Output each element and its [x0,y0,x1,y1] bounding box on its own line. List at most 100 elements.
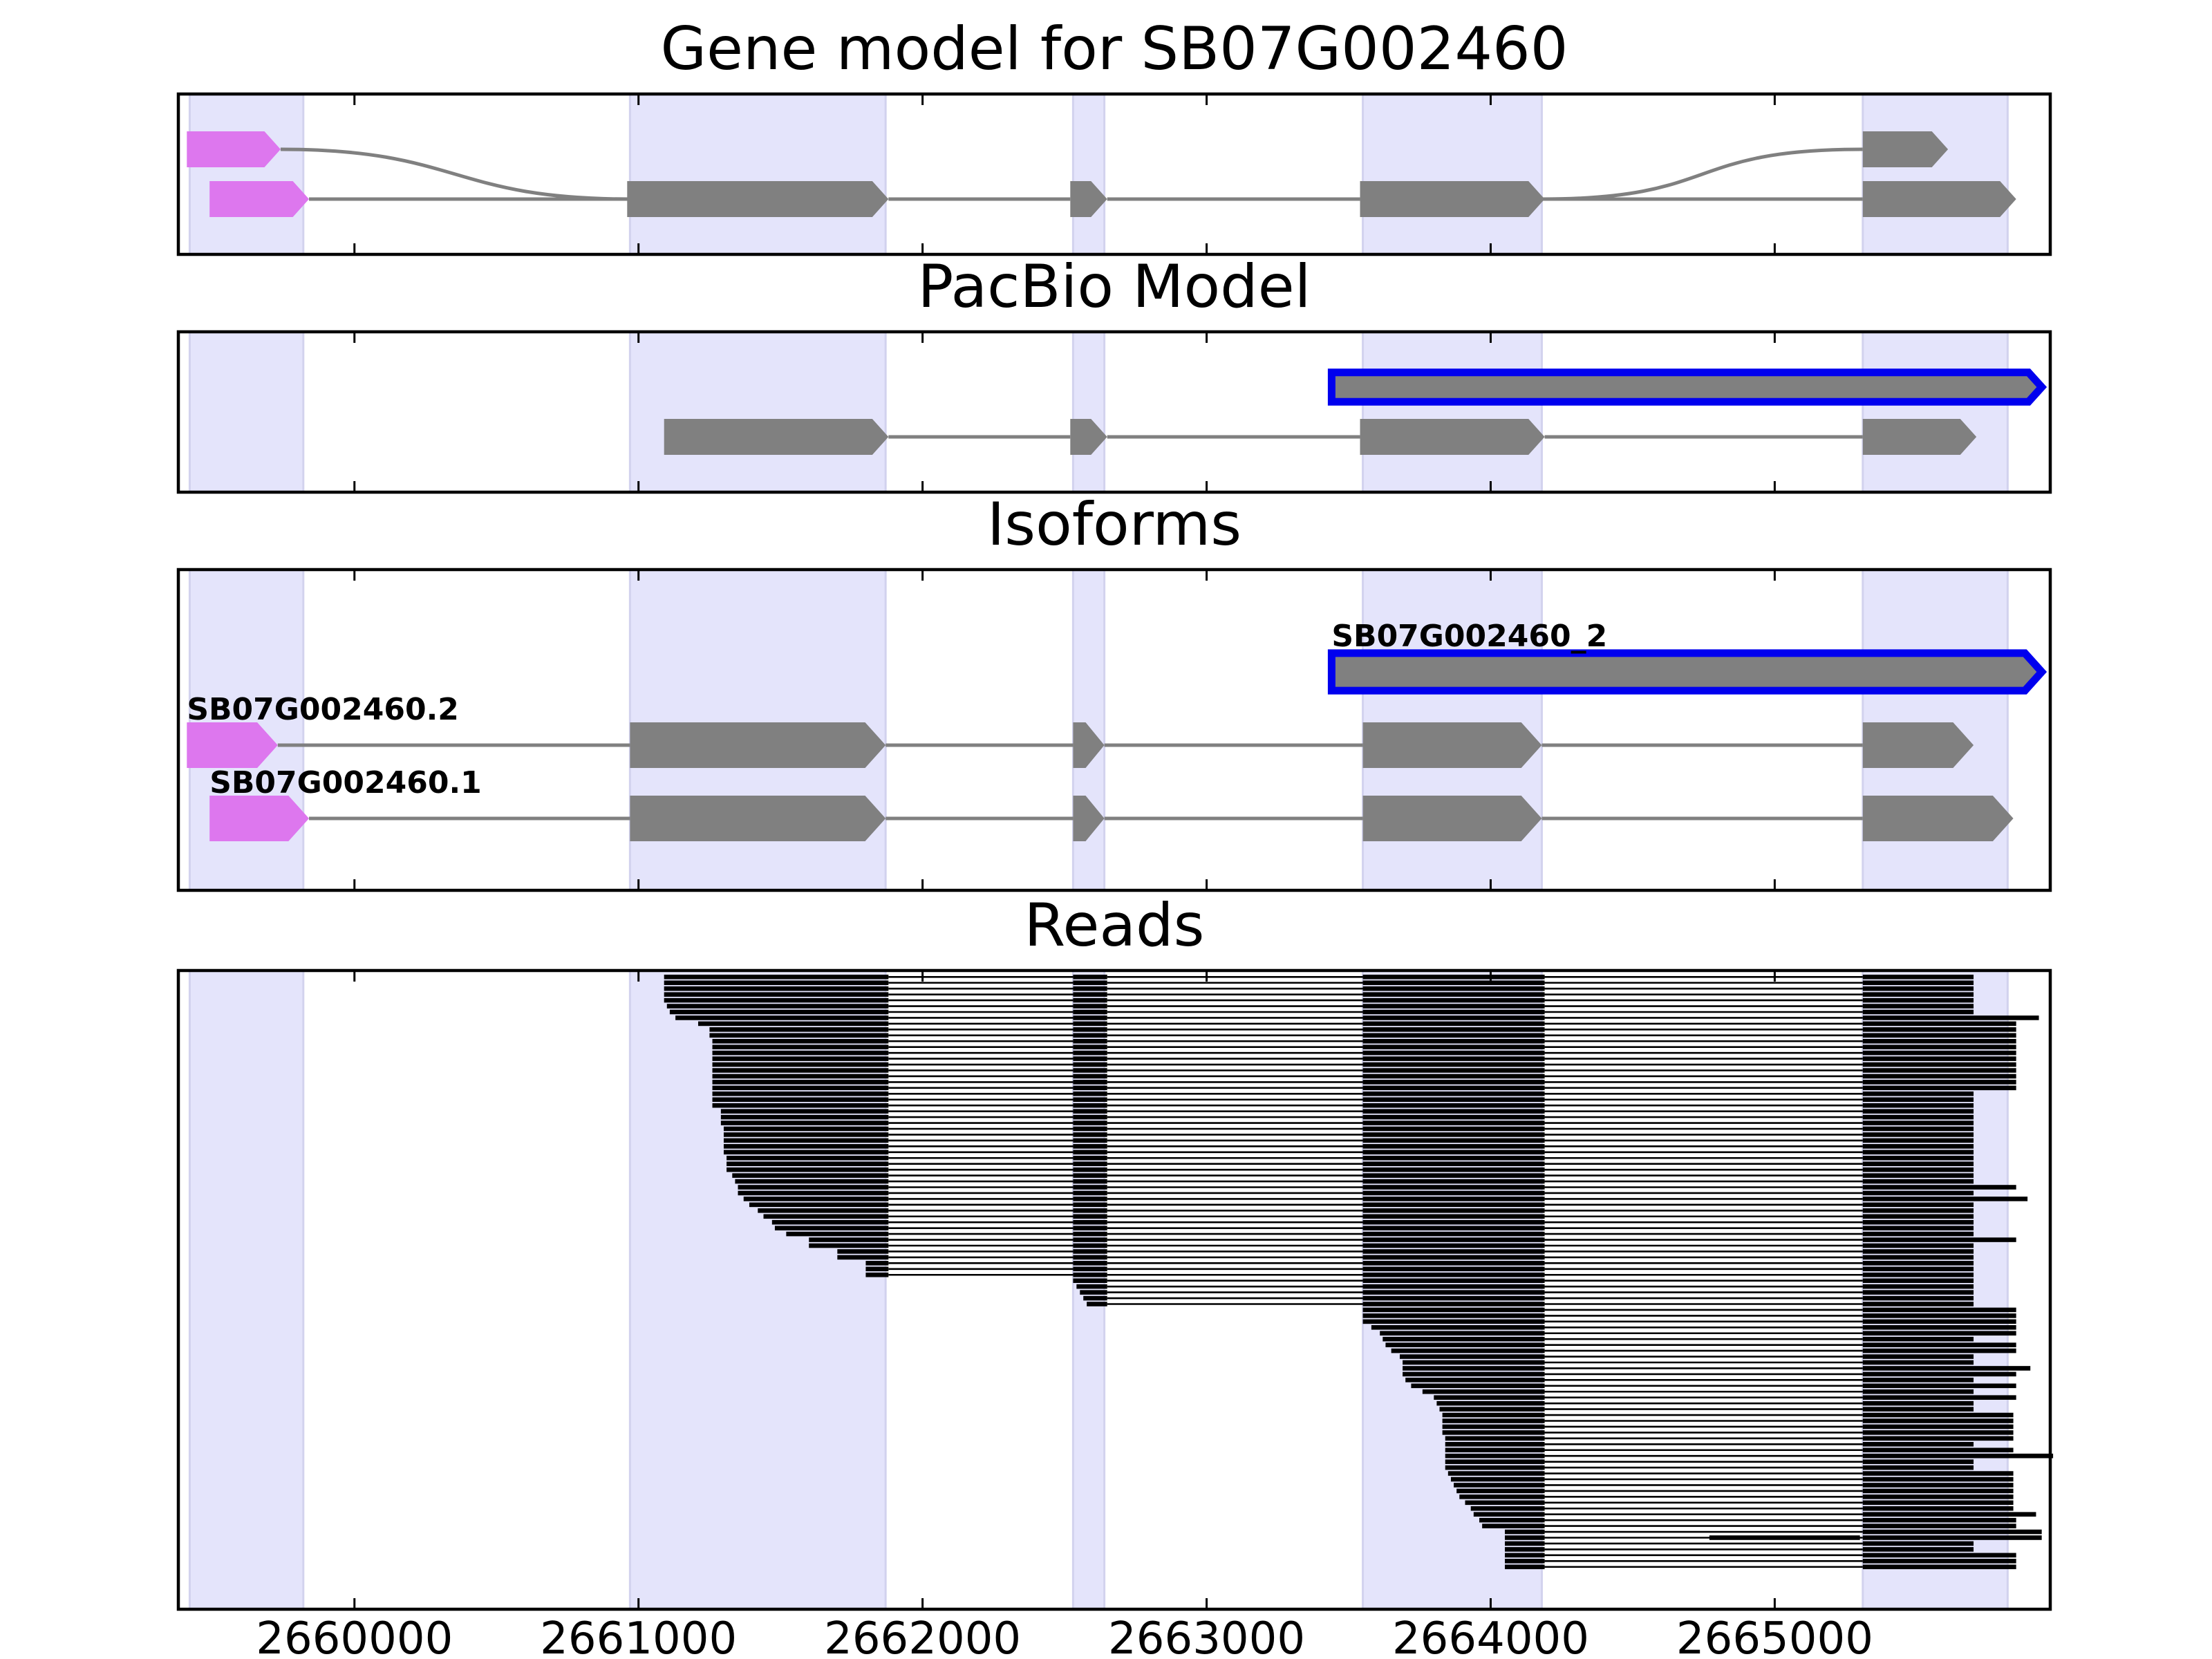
read-block [1709,1535,1860,1540]
read-block [1862,1237,2016,1242]
read [1080,1290,1974,1295]
read [1403,1360,1974,1365]
read-block [1362,1307,1545,1313]
read [1362,1319,2016,1324]
read-block [1362,1050,1545,1056]
read-block [1862,1103,1974,1108]
read-block [1362,1313,1545,1318]
read-block [1862,1197,2028,1201]
read-block [1862,1465,1974,1470]
read-block [1862,1068,2016,1073]
read [1505,1553,2016,1558]
read-block [1362,1062,1545,1067]
read-block [1862,1219,1974,1225]
read-block [1862,1400,1974,1406]
read-block [1862,1378,1974,1382]
read-block [774,1226,889,1230]
read [758,1208,1974,1213]
read [1442,1424,2014,1430]
read-block [1862,980,1974,986]
read-block [1073,1009,1107,1015]
read [1505,1529,2042,1535]
read-block [1862,1114,1974,1120]
read-block [1862,1517,2016,1523]
read-block [1862,1044,2016,1049]
read-block [1362,1144,1545,1149]
read-block [1371,1325,1545,1330]
read [712,1074,2016,1079]
read-block [837,1255,889,1260]
read [1371,1325,2016,1330]
read [1445,1465,1974,1470]
read-block [1862,975,1974,980]
read-block [865,1266,889,1272]
read-block [1073,1050,1107,1056]
read [1445,1453,2054,1459]
read [1405,1378,1974,1382]
read [809,1243,1974,1248]
read-block [1080,1290,1107,1295]
read-block [1862,1488,2014,1494]
read-block [1862,1050,2016,1056]
read-block [1862,1132,1974,1137]
read-block [675,1015,889,1020]
read [727,1167,1974,1172]
exon-block [627,181,889,217]
read-block [1073,1185,1107,1190]
read-block [1403,1360,1545,1365]
read-block [1454,1483,1545,1488]
read-block [1073,1085,1107,1091]
read-block [1362,1121,1545,1125]
panel-frame [176,330,2052,494]
isoform-label: SB07G002460_2 [1331,619,1607,654]
exon-block [1862,419,1977,455]
read-block [1362,1214,1545,1219]
read-block [1450,1477,1545,1482]
read-block [1073,1027,1107,1032]
read [1454,1483,2014,1488]
read-block [809,1243,889,1248]
exon-block [1070,181,1107,217]
read-block [1862,1080,2016,1085]
read-block [1862,1418,2014,1423]
read-block [1362,1056,1545,1061]
read [865,1261,1974,1266]
read-block [720,1109,889,1114]
read-block [1505,1553,1545,1558]
read-block [1362,1261,1545,1266]
read-block [1073,1231,1107,1237]
read-block [1362,1167,1545,1172]
read-block [1362,1278,1545,1283]
read-block [1862,1559,2016,1564]
read-block [1362,986,1545,991]
read-block [1445,1442,1545,1447]
read-block [1862,1004,1974,1009]
read-block [1862,1395,2016,1400]
read [1505,1541,1974,1546]
read [669,1009,1974,1015]
exon-block [630,796,886,841]
read [664,997,1974,1003]
read-block [1073,1091,1107,1096]
read-block [1862,1179,1974,1184]
read-block [1362,1266,1545,1272]
read [1459,1494,2014,1499]
exon-region-shade [628,330,887,494]
read-block [1862,1535,2042,1540]
read-block [1862,1167,1974,1172]
read-block [1862,1494,2014,1499]
read [1411,1383,2016,1389]
read-block [1445,1436,1545,1441]
read-block [1073,980,1107,986]
read-block [1411,1383,1545,1389]
read-block [1862,1366,2031,1371]
read [712,1080,2016,1085]
read-block [1073,1121,1107,1125]
read-block [1362,1272,1545,1277]
read-block [1862,1185,2016,1190]
read [1447,1471,2014,1476]
read [1445,1436,2014,1441]
exon-region-shade [1862,330,2009,494]
panel-title-reads: Reads [1024,891,1205,960]
exon-block [630,722,886,768]
